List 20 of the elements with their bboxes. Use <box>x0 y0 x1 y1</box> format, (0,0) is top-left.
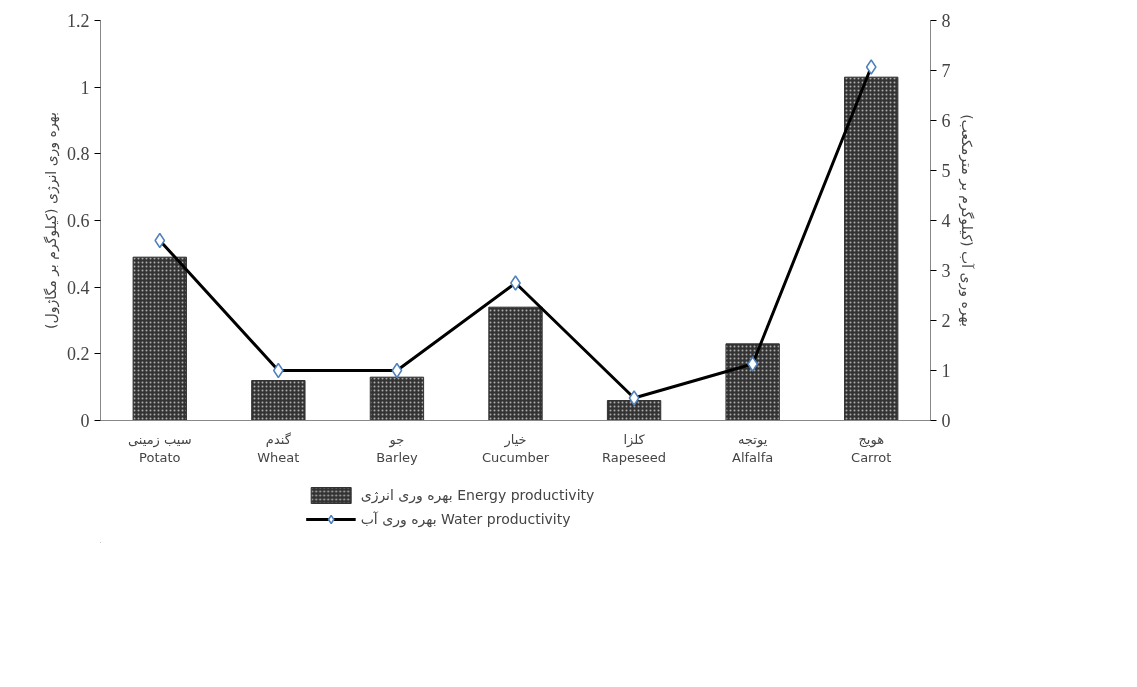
legend-label: بهره وری آب Water productivity <box>360 511 571 527</box>
y-tick-label: 0.8 <box>67 144 90 165</box>
y-tick-label: 0.4 <box>67 277 90 298</box>
y-tick-label: 0.6 <box>67 211 90 231</box>
y2-axis-title: بهره وری آب (کیلوگرم بر مترمکعب) <box>957 114 975 327</box>
y2-tick-label: 7 <box>941 61 951 81</box>
y-tick-label: 0.2 <box>67 344 90 365</box>
y2-tick-label: 6 <box>941 111 951 131</box>
y2-tick-label: 1 <box>941 361 951 381</box>
y2-tick-label: 8 <box>941 11 951 31</box>
y-axis-title: بهره وری انرژی (کیلوگرم بر مگاژول) <box>43 112 60 329</box>
y2-tick-label: 4 <box>941 211 951 231</box>
y2-tick-label: 3 <box>941 261 951 281</box>
y2-tick-label: 0 <box>941 411 951 431</box>
y2-tick-label: 5 <box>941 161 951 181</box>
y-tick-label: 1.2 <box>67 11 90 31</box>
y2-tick-label: 2 <box>941 311 951 331</box>
y-tick-label: 0 <box>80 411 90 431</box>
y-tick-label: 1 <box>80 77 90 98</box>
legend-label: بهره وری انرژی Energy productivity <box>360 487 595 503</box>
